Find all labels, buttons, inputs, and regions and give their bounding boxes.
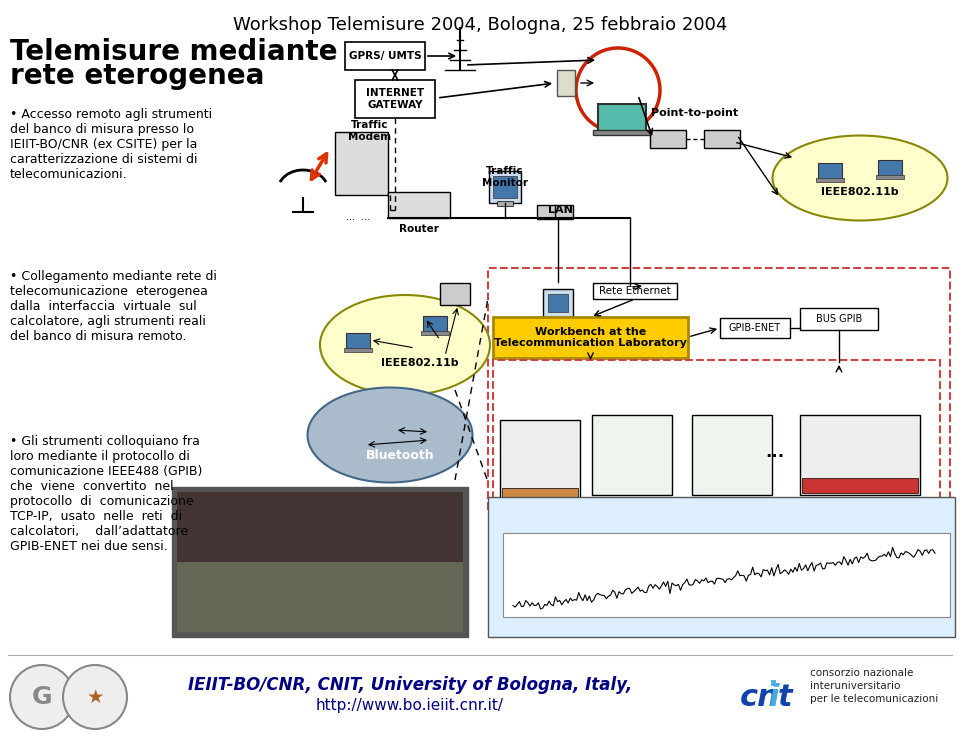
Bar: [493, 176, 517, 198]
Text: GPIB-ENET: GPIB-ENET: [729, 323, 781, 333]
Bar: [440, 283, 470, 305]
Bar: [423, 316, 447, 332]
Text: INTERNET
GATEWAY: INTERNET GATEWAY: [366, 88, 424, 110]
Text: caratterizzazione di sistemi di: caratterizzazione di sistemi di: [10, 153, 198, 166]
Bar: [592, 415, 672, 495]
Bar: [692, 415, 772, 495]
Text: Bluetooth: Bluetooth: [366, 449, 434, 461]
Bar: [878, 160, 902, 176]
Bar: [426, 433, 454, 437]
Text: • Accesso remoto agli strumenti: • Accesso remoto agli strumenti: [10, 108, 212, 121]
Text: GPIB-ENET nei due sensi.: GPIB-ENET nei due sensi.: [10, 540, 168, 553]
Text: GPRS/ UMTS: GPRS/ UMTS: [348, 51, 421, 61]
Text: ...  ...: ... ...: [346, 212, 371, 222]
Bar: [355, 80, 435, 118]
Text: che  viene  convertito  nel: che viene convertito nel: [10, 480, 174, 493]
Bar: [335, 132, 388, 195]
Bar: [800, 308, 878, 330]
Text: loro mediante il protocollo di: loro mediante il protocollo di: [10, 450, 190, 463]
Bar: [331, 443, 359, 447]
FancyBboxPatch shape: [488, 268, 950, 512]
Ellipse shape: [320, 295, 490, 395]
Bar: [704, 130, 740, 148]
Bar: [388, 192, 450, 218]
Text: del banco di misura remoto.: del banco di misura remoto.: [10, 330, 186, 343]
Text: LAN: LAN: [547, 205, 572, 215]
Bar: [177, 557, 463, 632]
Bar: [543, 289, 573, 317]
Text: Router: Router: [399, 224, 439, 234]
Text: Point-to-point: Point-to-point: [652, 108, 738, 118]
Text: comunicazione IEEE488 (GPIB): comunicazione IEEE488 (GPIB): [10, 465, 203, 478]
Text: http://www.bo.ieiit.cnr.it/: http://www.bo.ieiit.cnr.it/: [316, 698, 504, 713]
Bar: [493, 317, 688, 358]
Text: Workbench at the
Telecommunication Laboratory: Workbench at the Telecommunication Labor…: [494, 326, 687, 349]
Text: cn: cn: [740, 682, 780, 711]
Text: • Gli strumenti colloquiano fra: • Gli strumenti colloquiano fra: [10, 435, 200, 448]
FancyBboxPatch shape: [493, 360, 940, 505]
Text: t: t: [778, 682, 793, 711]
Bar: [489, 171, 521, 203]
Bar: [346, 333, 370, 349]
Bar: [548, 294, 568, 312]
Bar: [593, 130, 651, 135]
Bar: [497, 201, 513, 206]
Text: del banco di misura presso lo: del banco di misura presso lo: [10, 123, 194, 136]
Bar: [598, 104, 646, 132]
Text: i: i: [768, 682, 779, 711]
Bar: [500, 420, 580, 505]
Text: telecomunicazioni.: telecomunicazioni.: [10, 168, 128, 181]
Bar: [800, 415, 920, 495]
Bar: [550, 317, 566, 322]
Circle shape: [63, 665, 127, 729]
Bar: [650, 130, 686, 148]
Text: calcolatore, agli strumenti reali: calcolatore, agli strumenti reali: [10, 315, 205, 328]
Text: Telemisure mediante: Telemisure mediante: [10, 38, 338, 66]
Bar: [802, 478, 918, 493]
Text: dalla  interfaccia  virtuale  sul: dalla interfaccia virtuale sul: [10, 300, 197, 313]
Bar: [428, 418, 452, 434]
Text: • Collegamento mediante rete di: • Collegamento mediante rete di: [10, 270, 217, 283]
Circle shape: [10, 665, 74, 729]
Text: Traffic
Modem: Traffic Modem: [348, 120, 392, 142]
Bar: [344, 348, 372, 352]
Text: rete eterogenea: rete eterogenea: [10, 62, 264, 90]
Bar: [488, 497, 955, 637]
Text: Workshop Telemisure 2004, Bologna, 25 febbraio 2004: Workshop Telemisure 2004, Bologna, 25 fe…: [233, 16, 727, 34]
Bar: [593, 283, 677, 299]
Bar: [502, 488, 578, 503]
Bar: [557, 70, 575, 96]
Bar: [503, 533, 950, 617]
Bar: [818, 163, 842, 179]
Bar: [172, 487, 468, 637]
Bar: [720, 318, 790, 338]
Text: IEIIT-BO/CNR, CNIT, University of Bologna, Italy,: IEIIT-BO/CNR, CNIT, University of Bologn…: [188, 676, 632, 694]
Text: ...: ...: [765, 443, 784, 461]
Text: BUS GPIB: BUS GPIB: [816, 314, 862, 324]
Bar: [421, 331, 449, 335]
Text: Traffic
Monitor: Traffic Monitor: [482, 166, 528, 188]
Bar: [816, 178, 844, 182]
Ellipse shape: [773, 136, 948, 220]
Bar: [876, 175, 904, 179]
Text: TCP-IP,  usato  nelle  reti  di: TCP-IP, usato nelle reti di: [10, 510, 182, 523]
Bar: [333, 428, 357, 444]
Bar: [177, 492, 463, 562]
Text: G: G: [32, 685, 52, 709]
Text: protocollo  di  comunicazione: protocollo di comunicazione: [10, 495, 194, 508]
Text: IEEE802.11b: IEEE802.11b: [381, 358, 459, 368]
Text: telecomunicazione  eterogenea: telecomunicazione eterogenea: [10, 285, 208, 298]
Ellipse shape: [307, 388, 472, 483]
Text: IEIIT-BO/CNR (ex CSITE) per la: IEIIT-BO/CNR (ex CSITE) per la: [10, 138, 198, 151]
Text: consorzio nazionale
interuniversitario
per le telecomunicazioni: consorzio nazionale interuniversitario p…: [810, 668, 938, 705]
Text: ★: ★: [86, 688, 104, 707]
Text: calcolatori,    dall’adattatore: calcolatori, dall’adattatore: [10, 525, 188, 538]
Bar: [345, 42, 425, 70]
Text: Rete Ethernet: Rete Ethernet: [599, 286, 671, 296]
Bar: [537, 205, 573, 219]
Text: IEEE802.11b: IEEE802.11b: [821, 187, 899, 197]
